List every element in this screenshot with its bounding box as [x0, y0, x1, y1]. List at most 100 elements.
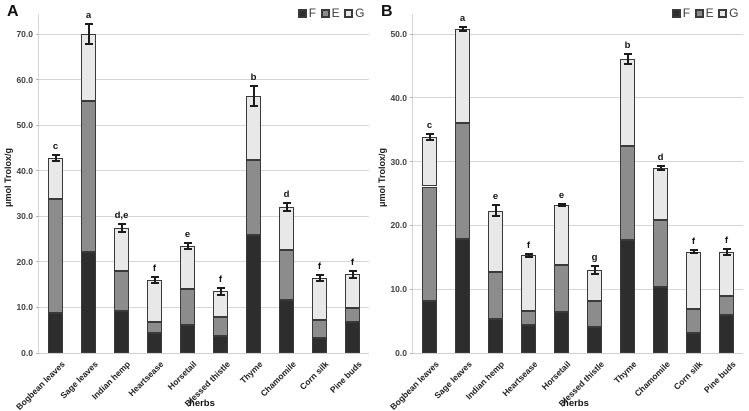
error-bar-cap: [557, 205, 566, 208]
bar-segment-f: [312, 337, 327, 353]
gridline: [39, 215, 369, 217]
y-tick-mark: [36, 79, 39, 81]
error-bar-cap: [315, 274, 324, 277]
bar-segment-e: [345, 308, 360, 323]
error-bar: [219, 288, 222, 295]
error-bar: [560, 203, 563, 207]
bar-segment-e: [653, 220, 668, 288]
y-tick-label: 30.0: [16, 211, 33, 222]
x-tick-label: Bogbean leaves: [13, 359, 67, 411]
bar-segment-e: [455, 123, 470, 239]
y-tick-mark: [410, 161, 413, 163]
error-bar-cap: [656, 168, 665, 171]
y-tick-mark: [410, 352, 413, 354]
bar-segment-e: [81, 101, 96, 252]
error-bar-cap: [458, 29, 467, 32]
error-bar: [461, 26, 464, 31]
bar-segment-f: [488, 318, 503, 353]
significance-letter: b: [624, 39, 631, 51]
error-bar-cap: [689, 249, 698, 252]
bar-segment-g: [686, 251, 701, 309]
y-tick-label: 10.0: [16, 302, 33, 313]
legend-label: F: [682, 6, 691, 20]
error-bar: [593, 266, 596, 274]
panel-b-label: B: [381, 3, 393, 20]
gridline: [39, 170, 369, 172]
x-tick-label: Horsetail: [539, 359, 573, 392]
bar-segment-e: [554, 264, 569, 313]
gridline: [39, 306, 369, 308]
bar-segment-f: [180, 325, 195, 353]
bar-segment-e: [213, 316, 228, 336]
y-tick-mark: [410, 224, 413, 226]
x-tick-label: Horsetail: [165, 359, 199, 392]
bar-segment-f: [213, 335, 228, 353]
error-bar-cap: [183, 241, 192, 244]
error-bar-cap: [51, 159, 60, 162]
significance-letter: g: [591, 252, 598, 264]
bar-segment-e: [48, 198, 63, 314]
error-bar: [626, 53, 629, 64]
gridline: [413, 97, 743, 99]
significance-letter: e: [184, 228, 191, 240]
error-bar-cap: [150, 282, 159, 285]
error-bar-cap: [689, 251, 698, 254]
bar-segment-e: [686, 309, 701, 334]
bar-segment-g: [488, 210, 503, 272]
error-bar-cap: [348, 276, 357, 279]
bar-segment-f: [686, 333, 701, 353]
bar-segment-e: [246, 159, 261, 235]
error-bar-cap: [425, 132, 434, 135]
significance-letter: a: [459, 12, 466, 24]
bar-segment-f: [48, 313, 63, 353]
error-bar-cap: [491, 215, 500, 218]
error-bar-cap: [183, 248, 192, 251]
x-axis-line: [38, 352, 369, 354]
x-axis-line: [412, 352, 743, 354]
significance-letter: b: [250, 71, 257, 83]
error-bar: [186, 242, 189, 250]
error-bar-cap: [84, 22, 93, 25]
x-tick-label: Heartsease: [500, 359, 540, 399]
error-bar-cap: [348, 269, 357, 272]
gridline: [39, 79, 369, 81]
bar-segment-g: [279, 206, 294, 251]
x-tick-label: Thyme: [238, 359, 265, 386]
y-tick-mark: [36, 261, 39, 263]
y-tick-label: 10.0: [390, 284, 407, 295]
bar-segment-g: [48, 157, 63, 199]
error-bar-cap: [590, 272, 599, 275]
bar-segment-e: [620, 146, 635, 241]
legend-label: G: [729, 6, 739, 20]
significance-letter: e: [558, 189, 565, 201]
gridline: [39, 33, 369, 35]
legend-swatch-e-icon: [320, 8, 330, 18]
bar-segment-f: [279, 300, 294, 353]
error-bar-cap: [249, 84, 258, 87]
error-bar-cap: [216, 287, 225, 290]
gridline: [413, 288, 743, 290]
error-bar: [120, 224, 123, 232]
legend-label: E: [705, 6, 715, 20]
significance-letter: e: [492, 190, 499, 202]
bar-segment-e: [488, 272, 503, 319]
error-bar: [54, 155, 57, 161]
y-tick-mark: [36, 170, 39, 172]
x-tick-label: Pine buds: [327, 359, 364, 395]
error-bar: [527, 254, 530, 257]
bar-segment-e: [114, 270, 129, 311]
y-tick-label: 30.0: [390, 156, 407, 167]
error-bar-cap: [623, 52, 632, 55]
error-bar: [351, 270, 354, 278]
gridline: [413, 33, 743, 35]
error-bar: [725, 249, 728, 256]
bar-segment-f: [81, 251, 96, 353]
error-bar: [318, 275, 321, 281]
bar-segment-g: [455, 28, 470, 124]
y-tick-label: 50.0: [390, 29, 407, 39]
x-tick-label: Corn silk: [297, 359, 331, 392]
bar-segment-f: [422, 301, 437, 353]
bar-segment-g: [180, 245, 195, 289]
bar-segment-f: [246, 234, 261, 353]
